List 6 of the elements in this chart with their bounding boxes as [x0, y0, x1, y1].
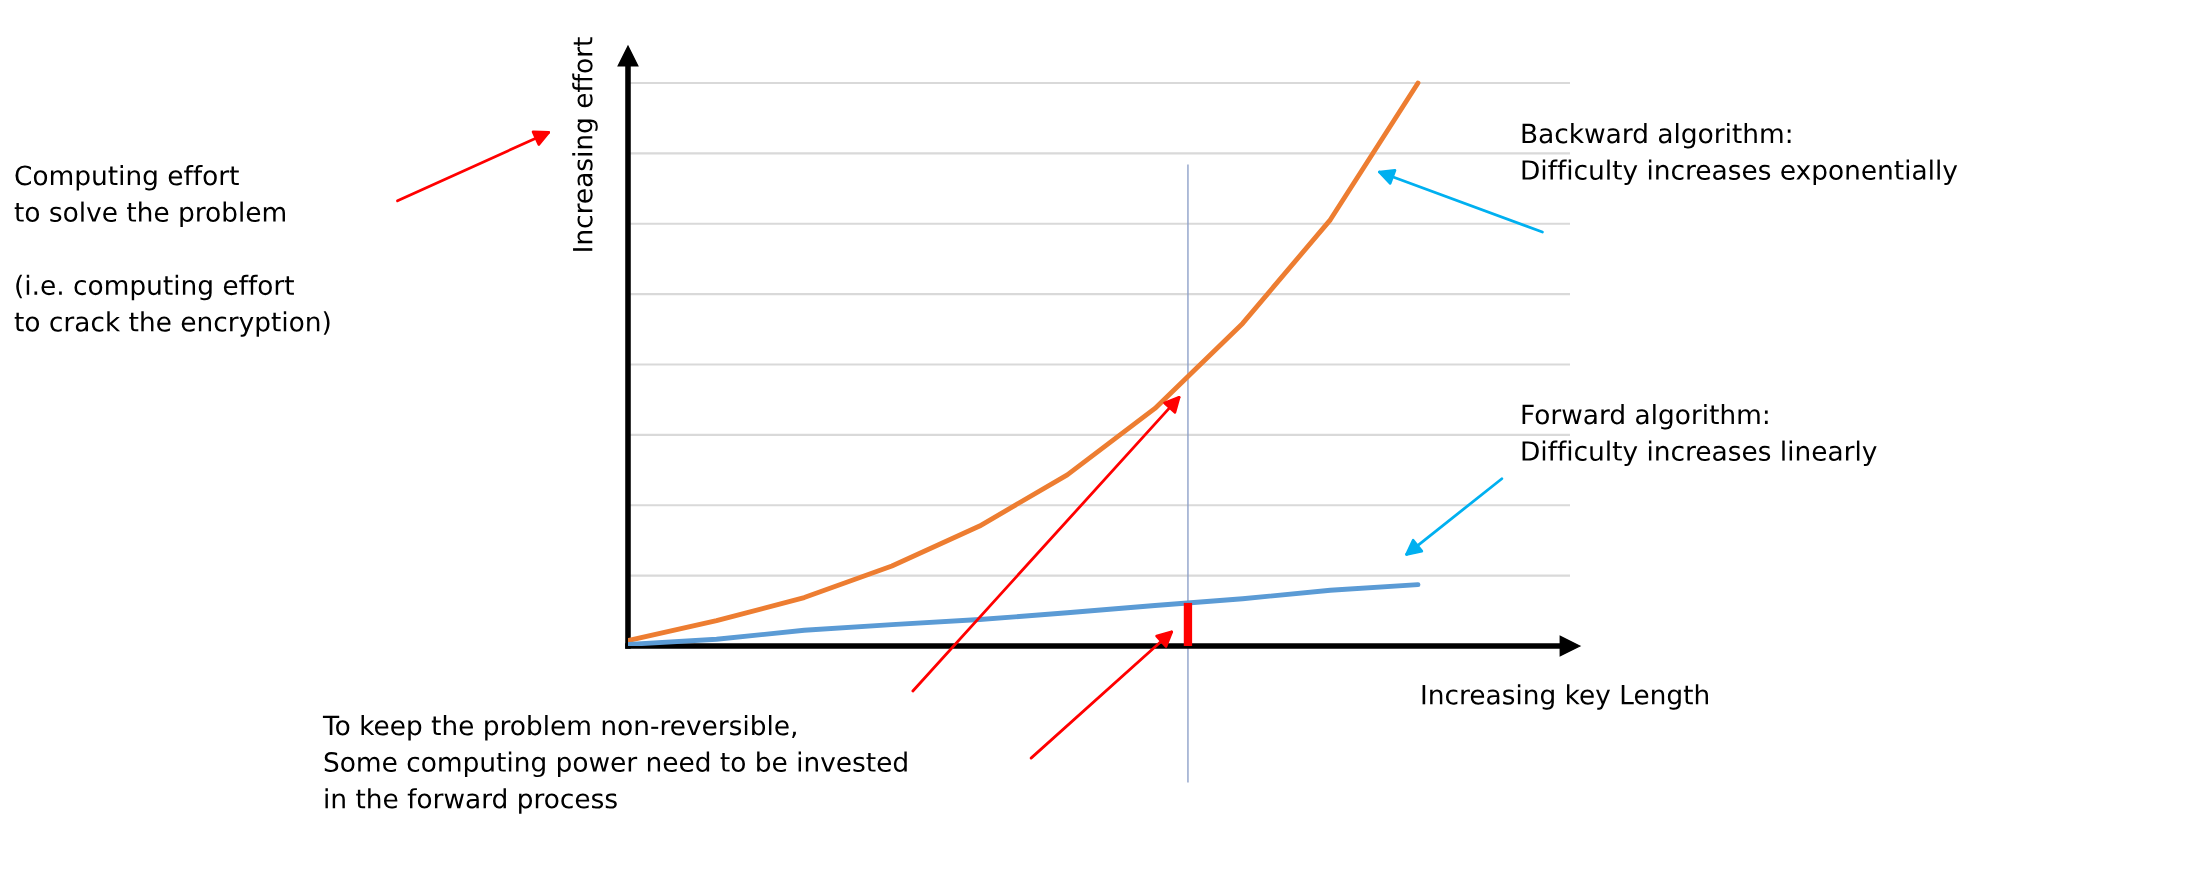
text: To keep the problem non-reversible, Some computing power need to be invested in the forward process [322, 715, 907, 814]
y-axis-title: Increasing effort [572, 37, 598, 251]
text: Backward algorithm: Difficulty increases exponentially [1522, 123, 1958, 186]
x-axis-title: Increasing key Length [1422, 684, 1708, 710]
text: Computing effort to solve the problem (i.e. computing effort to crack the encryption) [14, 165, 330, 337]
text: Forward algorithm: Difficulty increases linearly [1522, 404, 1877, 467]
